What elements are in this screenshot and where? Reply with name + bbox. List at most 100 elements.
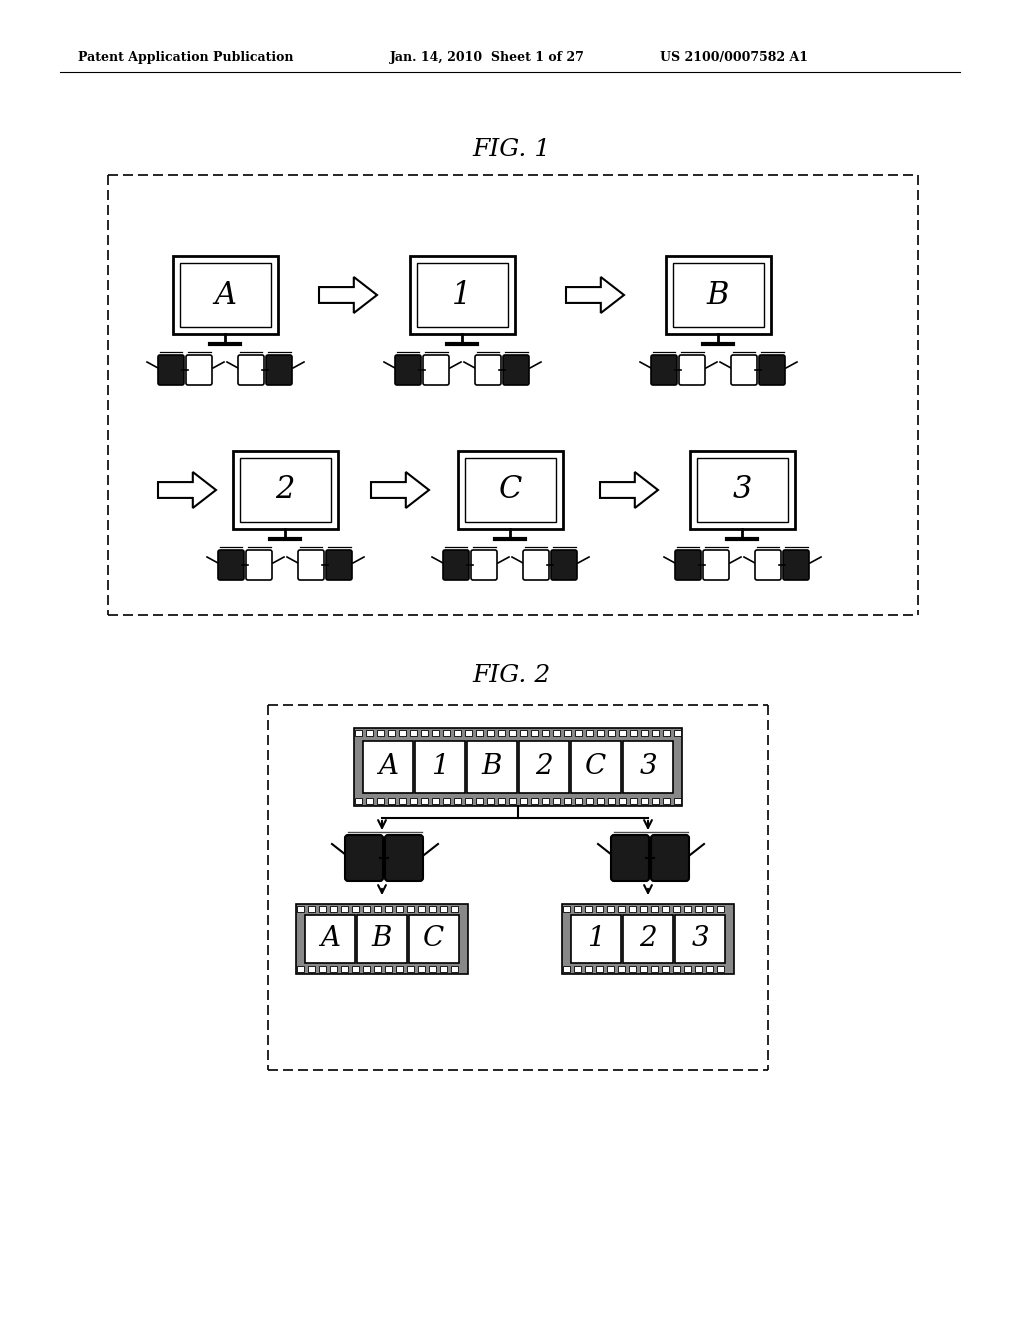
FancyBboxPatch shape [186,355,212,385]
Bar [607,966,614,972]
Bar [366,799,373,804]
FancyBboxPatch shape [675,550,701,579]
Bar [674,799,681,804]
FancyBboxPatch shape [703,550,729,579]
Polygon shape [319,277,377,313]
FancyBboxPatch shape [651,836,689,880]
Bar [706,966,713,972]
Bar [319,906,326,912]
FancyBboxPatch shape [611,836,649,880]
Bar [407,966,414,972]
Bar [440,966,447,972]
Bar [465,730,472,737]
Bar [355,799,362,804]
FancyBboxPatch shape [475,355,501,385]
Bar [666,256,770,334]
Bar [663,730,670,737]
Text: 2: 2 [275,474,295,506]
Bar [465,458,555,521]
Bar [421,730,428,737]
Text: B: B [707,280,729,310]
Text: FIG. 2: FIG. 2 [473,664,551,686]
Bar [618,730,626,737]
Bar [571,915,621,964]
Bar [417,263,508,327]
Text: FIG. 1: FIG. 1 [473,139,551,161]
Bar [623,741,673,793]
Text: 1: 1 [431,754,449,780]
FancyBboxPatch shape [783,550,809,579]
Bar [717,906,724,912]
Bar [640,966,647,972]
Bar [596,966,603,972]
Bar [410,256,514,334]
Bar [564,799,571,804]
FancyBboxPatch shape [679,355,705,385]
Text: 3: 3 [691,925,709,953]
Polygon shape [566,277,624,313]
Bar [509,730,516,737]
Bar [410,730,417,737]
Bar [374,906,381,912]
Bar [362,966,370,972]
Bar [596,906,603,912]
Bar [571,741,621,793]
Bar [297,906,304,912]
Bar [385,966,392,972]
Bar [296,904,468,974]
Bar [388,799,395,804]
Bar [418,906,425,912]
FancyBboxPatch shape [523,550,549,579]
Bar [352,966,359,972]
Bar [399,799,406,804]
FancyBboxPatch shape [443,550,469,579]
Bar [562,904,734,974]
Bar [673,966,680,972]
Bar [651,906,658,912]
Bar [662,966,669,972]
Text: C: C [499,474,521,506]
Bar [531,730,538,737]
FancyBboxPatch shape [385,836,423,880]
Bar [476,730,483,737]
Bar [385,906,392,912]
Text: Patent Application Publication: Patent Application Publication [78,51,294,65]
Bar [498,799,505,804]
Bar [374,966,381,972]
Bar [357,915,407,964]
Bar [520,799,527,804]
Text: 3: 3 [732,474,752,506]
Bar [354,729,682,807]
FancyBboxPatch shape [266,355,292,385]
Text: US 2100/0007582 A1: US 2100/0007582 A1 [660,51,808,65]
Bar [487,799,494,804]
Bar [362,906,370,912]
Bar [531,799,538,804]
Bar [618,799,626,804]
Bar [388,730,395,737]
Bar [673,263,764,327]
Bar [652,799,659,804]
FancyBboxPatch shape [651,355,677,385]
Text: A: A [378,754,398,780]
Bar [652,730,659,737]
Bar [575,730,582,737]
Bar [629,906,636,912]
Bar [629,966,636,972]
Text: B: B [482,754,502,780]
Bar [640,906,647,912]
FancyBboxPatch shape [326,550,352,579]
Bar [585,966,592,972]
Bar [454,730,461,737]
FancyBboxPatch shape [755,550,781,579]
Polygon shape [371,473,429,508]
Text: A: A [319,925,340,953]
Text: C: C [423,925,444,953]
Bar [240,458,331,521]
Bar [429,966,436,972]
Bar [443,799,450,804]
Bar [618,906,625,912]
Bar [662,906,669,912]
Bar [586,799,593,804]
Bar [563,906,570,912]
